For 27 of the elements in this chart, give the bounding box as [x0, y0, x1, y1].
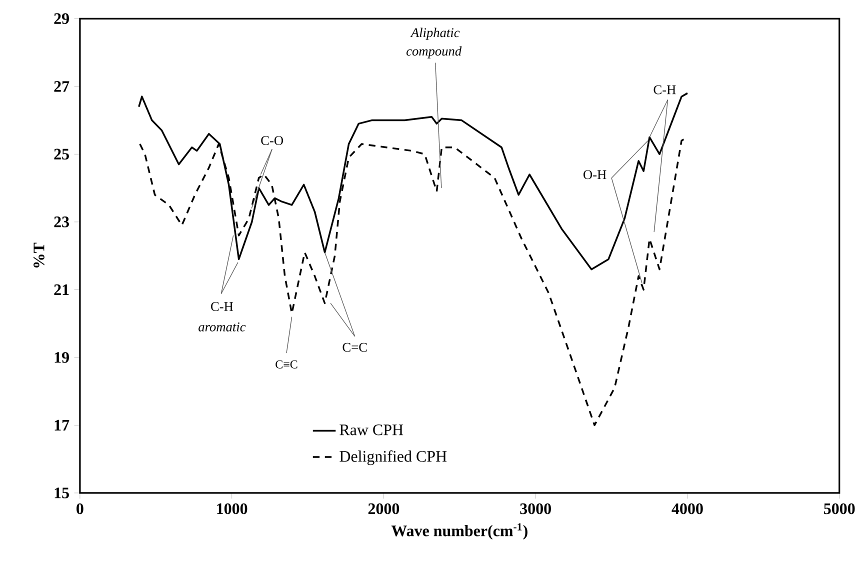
- annotation: C≡C: [276, 360, 298, 369]
- annotation: Aliphatic: [410, 28, 460, 40]
- y-tick-label: 21: [54, 284, 69, 296]
- annotation: C=C: [342, 343, 367, 352]
- x-axis-title: Wave number(cm$^{-1}$): [391, 524, 528, 540]
- y-tick-label: 23: [54, 216, 69, 228]
- annotation: C-H: [211, 302, 234, 312]
- y-tick-label: 25: [54, 149, 69, 160]
- y-tick-label: 15: [54, 488, 69, 499]
- y-tick-label: 27: [54, 81, 70, 92]
- x-tick-label: 3000: [520, 504, 551, 514]
- x-tick-label: 2000: [368, 504, 400, 514]
- annotation: O-H: [584, 170, 606, 180]
- legend-label: Delignified CPH: [340, 450, 447, 466]
- annotation: compound: [406, 46, 462, 59]
- annotation: C-H: [654, 86, 676, 94]
- annotation: aromatic: [198, 322, 246, 332]
- x-tick-label: 5000: [824, 504, 855, 514]
- y-tick-label: 29: [54, 13, 69, 24]
- x-tick-label: 0: [76, 504, 84, 514]
- legend-label: Raw CPH: [340, 424, 404, 436]
- y-tick-label: 19: [54, 352, 69, 364]
- x-tick-label: 4000: [672, 504, 703, 514]
- annotation: C-O: [261, 136, 284, 146]
- x-tick-label: 1000: [217, 504, 248, 514]
- y-tick-label: 17: [54, 420, 70, 431]
- y-axis-title: %T: [34, 242, 44, 268]
